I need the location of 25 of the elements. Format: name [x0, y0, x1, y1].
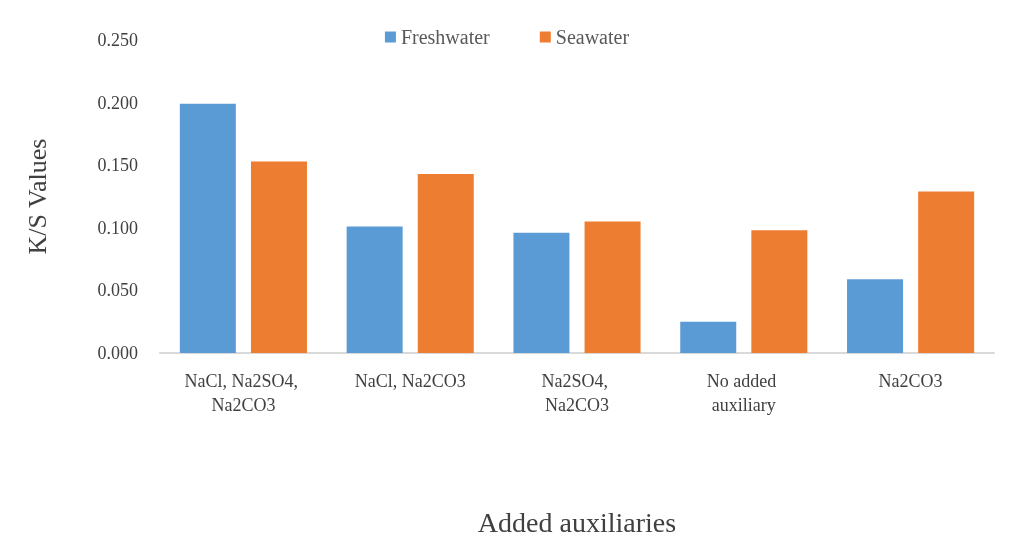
x-axis-title: Added auxiliaries	[477, 506, 677, 538]
bar	[179, 103, 236, 353]
y-tick-label: 0.200	[97, 92, 138, 113]
y-tick-label: 0.000	[97, 343, 138, 363]
legend-label: Seawater	[555, 26, 630, 48]
bar	[584, 221, 641, 353]
x-tick-label: No added auxiliary	[706, 371, 781, 415]
legend-label: Freshwater	[400, 26, 491, 48]
bar	[346, 226, 403, 353]
y-tick-label: 0.150	[97, 155, 138, 176]
bar	[250, 161, 307, 353]
x-tick-label: NaCl, Na2CO3	[354, 371, 466, 391]
y-tick-label: 0.100	[97, 217, 138, 238]
y-tick-label: 0.250	[97, 30, 138, 50]
x-tick-label: Na2CO3	[878, 371, 943, 391]
bar	[513, 232, 570, 353]
y-axis-title: K/S Values	[22, 138, 52, 255]
x-tick-label: NaCl, Na2SO4, Na2CO3	[184, 371, 303, 415]
bar	[847, 279, 904, 353]
bar	[417, 173, 474, 353]
bar	[680, 321, 737, 353]
y-tick-label: 0.050	[97, 280, 138, 301]
x-tick-label: Na2SO4, Na2CO3	[541, 371, 613, 415]
bar	[751, 230, 808, 353]
bar	[918, 191, 975, 353]
